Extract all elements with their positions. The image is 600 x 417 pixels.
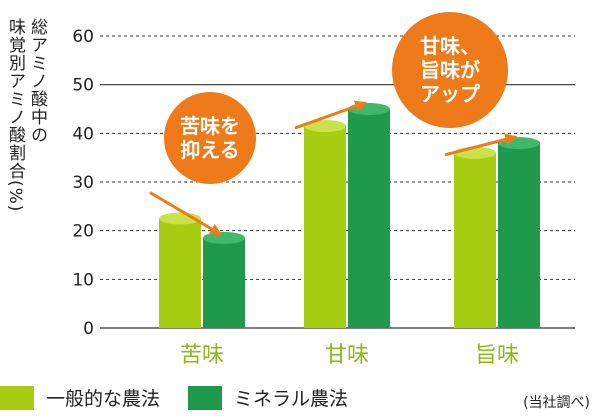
annotation-text: 旨味が xyxy=(420,58,480,82)
trend-arrow xyxy=(444,133,518,157)
annotation-text: 抑える xyxy=(180,138,239,162)
annotation-text: アップ xyxy=(420,82,481,106)
y-tick-label: 50 xyxy=(72,76,94,96)
trend-arrow xyxy=(294,100,368,130)
legend-swatch-mineral xyxy=(188,385,223,410)
bar-top-mineral-1 xyxy=(348,103,390,115)
y-tick-label: 40 xyxy=(72,124,94,144)
y-axis-label: 総アミノ酸中の 味覚別アミノ酸割合(%) xyxy=(5,18,47,213)
annotation-text: 甘味、 xyxy=(420,34,480,58)
category-label: 旨味 xyxy=(475,343,519,368)
legend-swatch-conventional xyxy=(0,385,34,410)
category-label: 甘味 xyxy=(325,343,369,368)
bar-conventional-0 xyxy=(159,218,201,328)
bar-top-mineral-0 xyxy=(203,231,245,244)
y-tick-label: 0 xyxy=(83,319,94,339)
y-tick-label: 30 xyxy=(72,173,94,193)
source-note: (当社調べ) xyxy=(523,395,590,411)
y-tick-label: 20 xyxy=(72,222,94,242)
bar-top-conventional-1 xyxy=(304,120,346,133)
annotation-bubble xyxy=(164,92,256,184)
legend-label-conventional: 一般的な農法 xyxy=(46,388,161,410)
bar-conventional-2 xyxy=(454,152,496,328)
bar-mineral-1 xyxy=(348,109,390,328)
y-tick-label: 10 xyxy=(72,270,94,290)
bar-mineral-2 xyxy=(498,143,540,328)
bar-mineral-0 xyxy=(203,237,245,328)
annotation-bubble xyxy=(392,12,508,128)
bar-conventional-1 xyxy=(304,126,346,329)
annotation-text: 苦味を xyxy=(180,114,240,138)
trend-arrow xyxy=(149,191,223,236)
legend: 一般的な農法 ミネラル農法 xyxy=(0,384,376,411)
y-tick-label: 60 xyxy=(72,27,94,47)
category-label: 苦味 xyxy=(180,343,224,368)
legend-label-mineral: ミネラル農法 xyxy=(234,388,349,410)
